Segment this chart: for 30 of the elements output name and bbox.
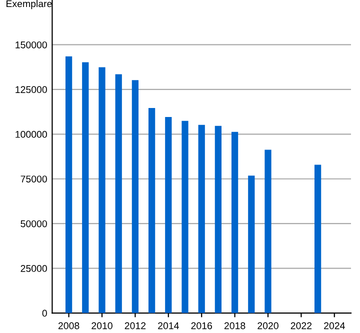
y-tick-label: 0 <box>42 310 47 317</box>
bar <box>148 108 156 314</box>
bar <box>214 126 222 314</box>
x-tick-label: 2014 <box>158 322 179 330</box>
y-tick-label: 25000 <box>20 265 47 272</box>
x-tick-label: 2010 <box>92 322 112 330</box>
bar <box>248 176 255 314</box>
bar <box>182 120 188 314</box>
bar <box>132 80 139 314</box>
y-tick-label: 125000 <box>16 86 47 94</box>
y-tick-label: 75000 <box>20 176 47 182</box>
bar <box>65 56 72 314</box>
bar <box>231 132 238 314</box>
bar <box>98 67 106 314</box>
bar <box>314 164 322 314</box>
bar <box>198 124 205 314</box>
x-tick-label: 2016 <box>191 322 212 330</box>
bar <box>165 116 172 314</box>
y-tick-label: 150000 <box>16 41 47 48</box>
x-tick-label: 2018 <box>224 322 246 330</box>
x-tick-label: 2024 <box>324 322 345 330</box>
x-tick-label: 2020 <box>258 322 278 330</box>
x-tick-label: 2008 <box>58 322 80 330</box>
bar <box>115 74 122 314</box>
x-tick-label: 2012 <box>124 322 146 330</box>
y-tick-label: 50000 <box>20 220 47 228</box>
y-tick-label: 100000 <box>16 130 47 138</box>
x-tick-label: 2022 <box>290 322 312 330</box>
bar <box>82 62 89 314</box>
bar <box>264 150 272 314</box>
